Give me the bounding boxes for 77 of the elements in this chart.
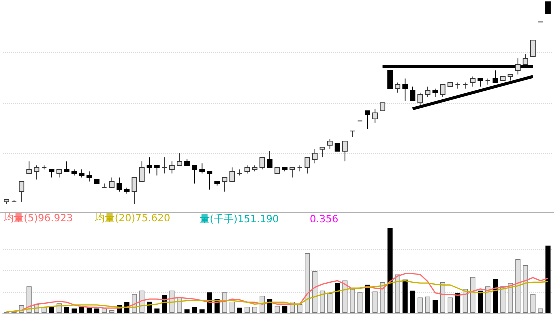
candlestick [237,169,243,176]
candlestick [222,177,228,192]
bar [448,298,454,313]
text: 均量(5)96.923 [3,212,74,224]
candlestick [395,82,401,94]
candlestick [102,183,108,188]
candlestick [297,165,303,172]
candlestick [388,70,394,90]
bar [102,308,108,313]
bar [154,308,160,313]
candlestick [162,157,168,174]
candlestick [546,2,551,15]
candlestick [146,157,152,174]
candlestick [34,165,40,180]
text: 量(千手)151.190 [200,214,280,226]
candlestick [109,177,115,188]
candlestick [200,163,206,174]
candlestick [515,58,521,76]
bar [237,308,242,313]
candlestick [425,86,431,98]
bar [64,307,70,313]
candlestick [132,177,138,204]
candlestick [410,86,416,102]
candlestick [260,157,266,170]
bar [538,308,544,313]
bar [230,302,235,313]
bar [418,298,423,313]
candlestick [365,110,370,130]
bar [192,307,198,313]
bar [478,290,484,313]
candlestick [402,78,408,102]
candlestick [440,84,446,98]
candlestick [304,157,310,174]
bar [72,308,77,313]
candlestick [455,82,461,90]
bar [425,296,430,313]
bar [470,277,476,313]
candlestick [267,151,273,168]
bar [402,280,408,313]
candlestick [230,167,236,182]
bar [455,293,461,313]
candlestick [485,78,491,86]
candlestick [139,161,145,182]
bar [79,307,85,313]
candlestick [154,165,160,176]
bar [546,246,551,313]
bar [365,284,370,313]
bar [94,308,100,313]
bar [244,307,250,313]
candlestick [462,82,468,90]
bar [432,300,438,313]
candlestick [290,167,296,178]
bar [200,310,205,313]
bar [184,310,190,313]
candlestick [207,171,213,190]
candlestick [169,161,175,174]
text: 均量(20)75.620 [94,212,171,224]
bar [335,283,340,313]
candlestick [372,108,378,124]
candlestick [19,181,25,202]
bar [410,290,416,313]
candlestick [116,177,122,192]
candlestick [478,78,484,88]
text: 0.356 [310,214,339,226]
bar [493,279,498,313]
candlestick [26,161,32,174]
bar [49,307,54,313]
bar [252,307,258,313]
candlestick [192,165,198,184]
bar [282,306,288,313]
candlestick [64,161,70,172]
candlestick [470,76,476,88]
bar [274,306,280,313]
candlestick [327,138,333,150]
bar [298,304,303,313]
candlestick [42,165,48,170]
bar [388,228,393,313]
